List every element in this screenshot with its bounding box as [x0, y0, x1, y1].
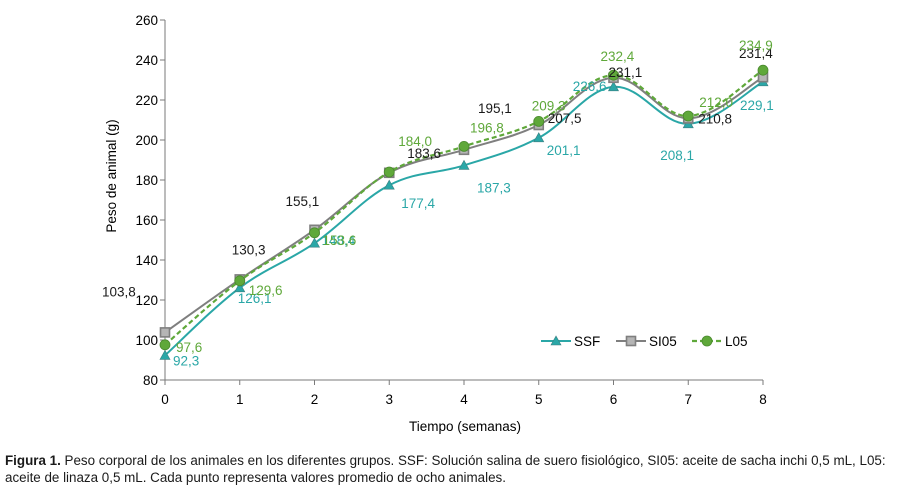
legend-item-ssf: SSF: [541, 334, 600, 349]
data-point-ssf: [533, 132, 545, 143]
data-label-l05: 153,6: [323, 233, 357, 248]
data-label-l05: 196,8: [470, 120, 504, 135]
data-label-si05: 231,1: [609, 65, 643, 80]
legend-marker: [550, 335, 562, 346]
data-point-ssf: [159, 349, 171, 360]
data-point-l05: [159, 339, 171, 351]
x-tick-label: 6: [610, 392, 618, 407]
data-point-ssf: [383, 179, 395, 190]
data-label-l05: 232,4: [601, 49, 635, 64]
data-point-l05: [234, 275, 246, 287]
data-labels: 92,3 126,1 148,4 177,4 187,3 201,1 226,6 208,1 2…: [102, 38, 774, 368]
data-point-l05: [533, 116, 545, 127]
caption-text: Peso corporal de los animales en los dif…: [5, 453, 886, 485]
data-point-ssf: [308, 237, 321, 248]
data-label-l05: 212,0: [699, 95, 733, 110]
x-tick-label: 1: [236, 392, 244, 407]
legend-label: L05: [725, 334, 748, 349]
legend-label: SSF: [574, 334, 600, 349]
series-layer: [159, 64, 769, 360]
data-label-ssf: 126,1: [238, 291, 272, 306]
x-tick-label: 4: [460, 392, 468, 407]
data-label-ssf: 92,3: [173, 353, 199, 368]
data-label-si05: 103,8: [102, 284, 136, 299]
x-tick-label: 5: [535, 392, 543, 407]
data-label-ssf: 229,1: [740, 98, 774, 113]
legend-item-l05: L05: [692, 334, 748, 349]
series-line-ssf: [164, 80, 764, 357]
data-label-l05: 129,6: [249, 283, 283, 298]
x-tick-label: 8: [759, 392, 767, 407]
x-tick-label: 3: [385, 392, 393, 407]
data-label-si05: 183,6: [407, 146, 441, 161]
data-point-l05: [757, 64, 769, 76]
x-tick-label: 0: [161, 392, 169, 407]
data-point-si05: [159, 327, 171, 338]
line-chart: 80 100 120 140 160 180 200 220 240 260 0 1 2 3 4 5 6 7 8 9…: [102, 13, 774, 434]
y-tick-label: 220: [135, 93, 158, 108]
y-tick-label: 120: [135, 293, 158, 308]
data-label-si05: 155,1: [286, 194, 320, 209]
y-tick-label: 200: [135, 133, 158, 148]
y-tick-label: 180: [135, 173, 158, 188]
series-ssf: [159, 76, 769, 360]
y-tick-label: 260: [135, 13, 158, 28]
figure-caption: Figura 1. Peso corporal de los animales …: [5, 452, 900, 486]
data-label-ssf: 187,3: [477, 180, 511, 195]
y-tick-label: 160: [135, 213, 158, 228]
data-label-ssf: 177,4: [401, 196, 435, 211]
data-label-l05: 234,9: [739, 38, 773, 53]
data-label-si05: 130,3: [232, 242, 266, 257]
data-label-si05: 231,4: [739, 46, 773, 61]
x-tick-label: 7: [684, 392, 692, 407]
data-point-ssf: [607, 81, 620, 92]
data-label-si05: 210,8: [698, 111, 732, 126]
data-point-l05: [682, 110, 694, 122]
legend-marker: [625, 335, 637, 347]
series-l05: [159, 64, 769, 351]
data-label-si05: 207,5: [548, 111, 582, 126]
data-label-l05: 209,3: [532, 98, 566, 113]
axes: 80 100 120 140 160 180 200 220 240 260 0 1 2 3 4 5 6 7 8: [135, 13, 766, 407]
y-tick-label: 240: [135, 53, 158, 68]
data-point-l05: [383, 166, 395, 178]
data-label-ssf: 201,1: [547, 143, 581, 158]
data-label-si05: 195,1: [478, 101, 512, 116]
caption-label: Figura 1.: [5, 453, 61, 468]
data-label-l05: 184,0: [398, 134, 432, 149]
data-label-l05: 97,6: [176, 340, 202, 355]
x-axis-label: Tiempo (semanas): [409, 419, 521, 434]
y-tick-label: 100: [135, 333, 158, 348]
data-point-l05: [309, 227, 320, 239]
data-point-ssf: [234, 282, 246, 293]
data-label-ssf: 226,6: [573, 79, 607, 94]
data-point-ssf: [458, 159, 470, 170]
y-axis-label: Peso de animal (g): [104, 119, 119, 232]
data-label-ssf: 148,4: [322, 233, 356, 248]
data-label-ssf: 208,1: [660, 148, 694, 163]
data-point-l05: [458, 140, 470, 152]
x-tick-label: 2: [311, 392, 319, 407]
y-tick-label: 80: [143, 373, 158, 388]
legend-marker: [701, 335, 713, 347]
y-tick-label: 140: [135, 253, 158, 268]
legend-item-si05: SI05: [616, 334, 677, 349]
legend: SSF SI05 L05: [541, 334, 748, 349]
legend-label: SI05: [649, 334, 677, 349]
data-point-l05: [608, 69, 619, 81]
